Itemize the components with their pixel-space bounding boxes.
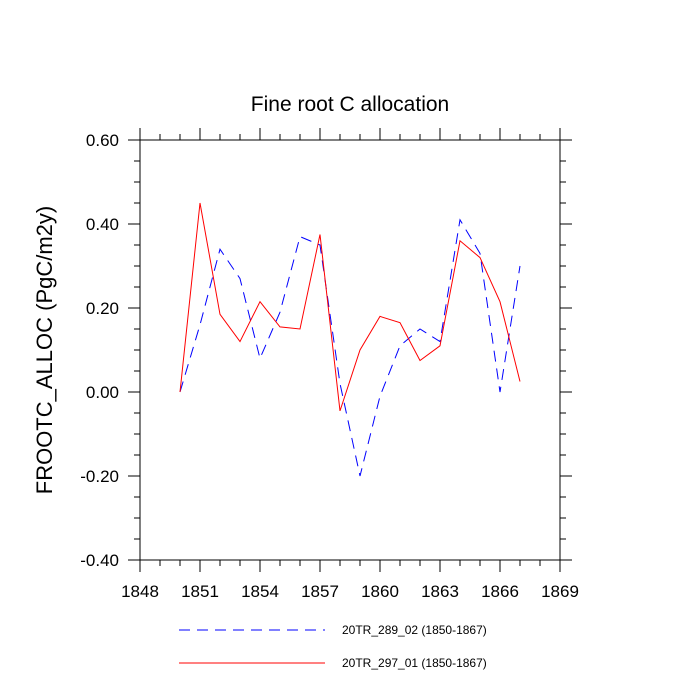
legend: 20TR_289_02 (1850-1867) 20TR_297_01 (1850… (179, 623, 487, 670)
legend-label-2: 20TR_297_01 (1850-1867) (342, 656, 487, 670)
x-tick-label: 1863 (421, 582, 459, 601)
x-tick-label: 1857 (301, 582, 339, 601)
y-axis-label: FROOTC_ALLOC (PgC/m2y) (32, 206, 57, 495)
series-lines (179, 202, 521, 477)
x-tick-label: 1854 (241, 582, 279, 601)
chart-title: Fine root C allocation (251, 93, 449, 116)
plot-frame (139, 139, 561, 561)
series-line-1 (179, 218, 521, 477)
y-tick-label: -0.20 (80, 467, 119, 486)
y-tick-label: 0.20 (86, 299, 119, 318)
y-tick-label: 0.00 (86, 383, 119, 402)
axis-ticks (128, 128, 572, 572)
series-line-2 (179, 202, 521, 412)
x-tick-label: 1860 (361, 582, 399, 601)
x-tick-label: 1869 (541, 582, 579, 601)
x-tick-label: 1866 (481, 582, 519, 601)
y-tick-label: 0.40 (86, 215, 119, 234)
y-tick-label: -0.40 (80, 551, 119, 570)
x-tick-label: 1848 (121, 582, 159, 601)
y-tick-labels: -0.40 -0.20 0.00 0.20 0.40 0.60 (80, 131, 119, 570)
x-tick-labels: 1848 1851 1854 1857 1860 1863 1866 1869 (121, 582, 579, 601)
x-tick-label: 1851 (181, 582, 219, 601)
y-tick-label: 0.60 (86, 131, 119, 150)
legend-label-1: 20TR_289_02 (1850-1867) (342, 623, 487, 637)
